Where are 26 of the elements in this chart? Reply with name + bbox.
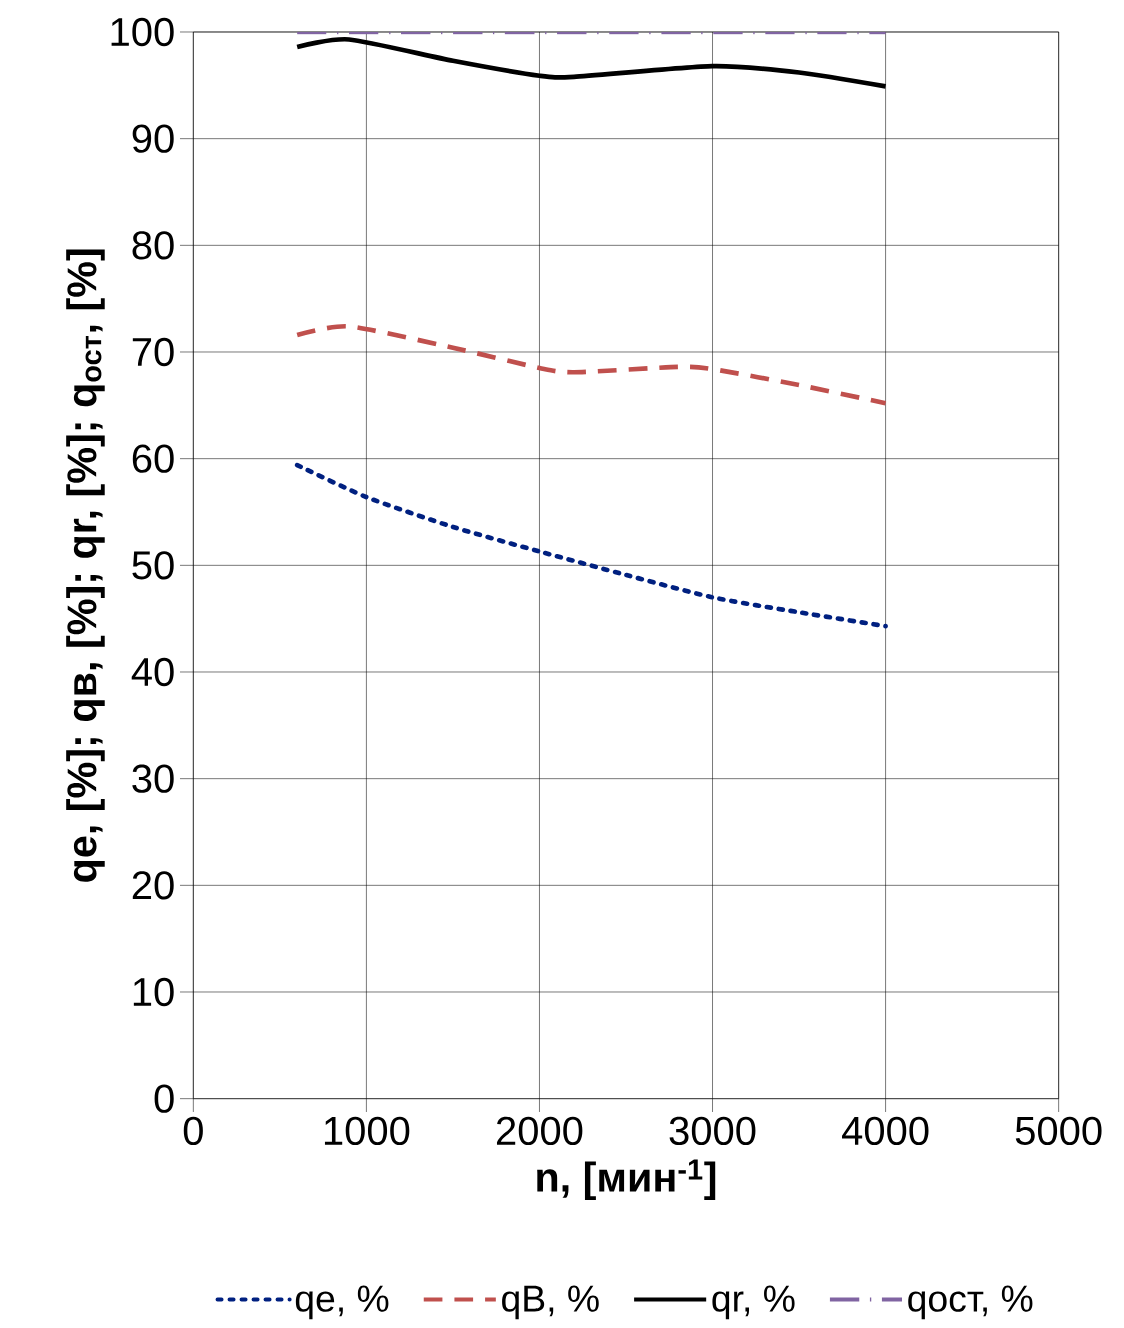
- line-series: [294, 323, 888, 406]
- y-tick-label: 60: [132, 444, 174, 473]
- x-tick-label: 3000: [669, 1116, 756, 1146]
- y-tick-label: 10: [133, 977, 174, 1007]
- x-tick-label: 2000: [496, 1116, 583, 1146]
- x-tick-label: 5000: [1015, 1116, 1102, 1146]
- y-tick-label: 80: [132, 231, 174, 260]
- legend-label: qВ, %: [502, 1285, 599, 1320]
- y-tick-label: 50: [132, 551, 174, 580]
- y-tick-label: 40: [131, 657, 174, 687]
- y-axis-title: qe, [%]; qв, [%]; qr, [%]; q$_{ост}$, [%]: [66, 249, 105, 882]
- y-tick-label: 0: [154, 1084, 174, 1113]
- x-tick-label: 1000: [324, 1116, 410, 1146]
- x-tick-label: 0: [183, 1116, 203, 1146]
- legend-label: qe, %: [295, 1285, 389, 1320]
- line-series: [294, 462, 888, 629]
- y-tick-label: 70: [132, 337, 174, 367]
- y-tick-label: 90: [132, 124, 174, 153]
- line-series: [294, 37, 888, 89]
- legend-label: qост, %: [908, 1285, 1033, 1320]
- y-tick-label: 100: [111, 17, 174, 47]
- x-axis-title: n, [мин$^{-1}$]: [537, 1159, 716, 1201]
- legend-label: qr, %: [712, 1285, 795, 1320]
- y-tick-label: 20: [132, 871, 174, 900]
- y-tick-label: 30: [132, 764, 174, 793]
- x-tick-label: 4000: [842, 1116, 929, 1146]
